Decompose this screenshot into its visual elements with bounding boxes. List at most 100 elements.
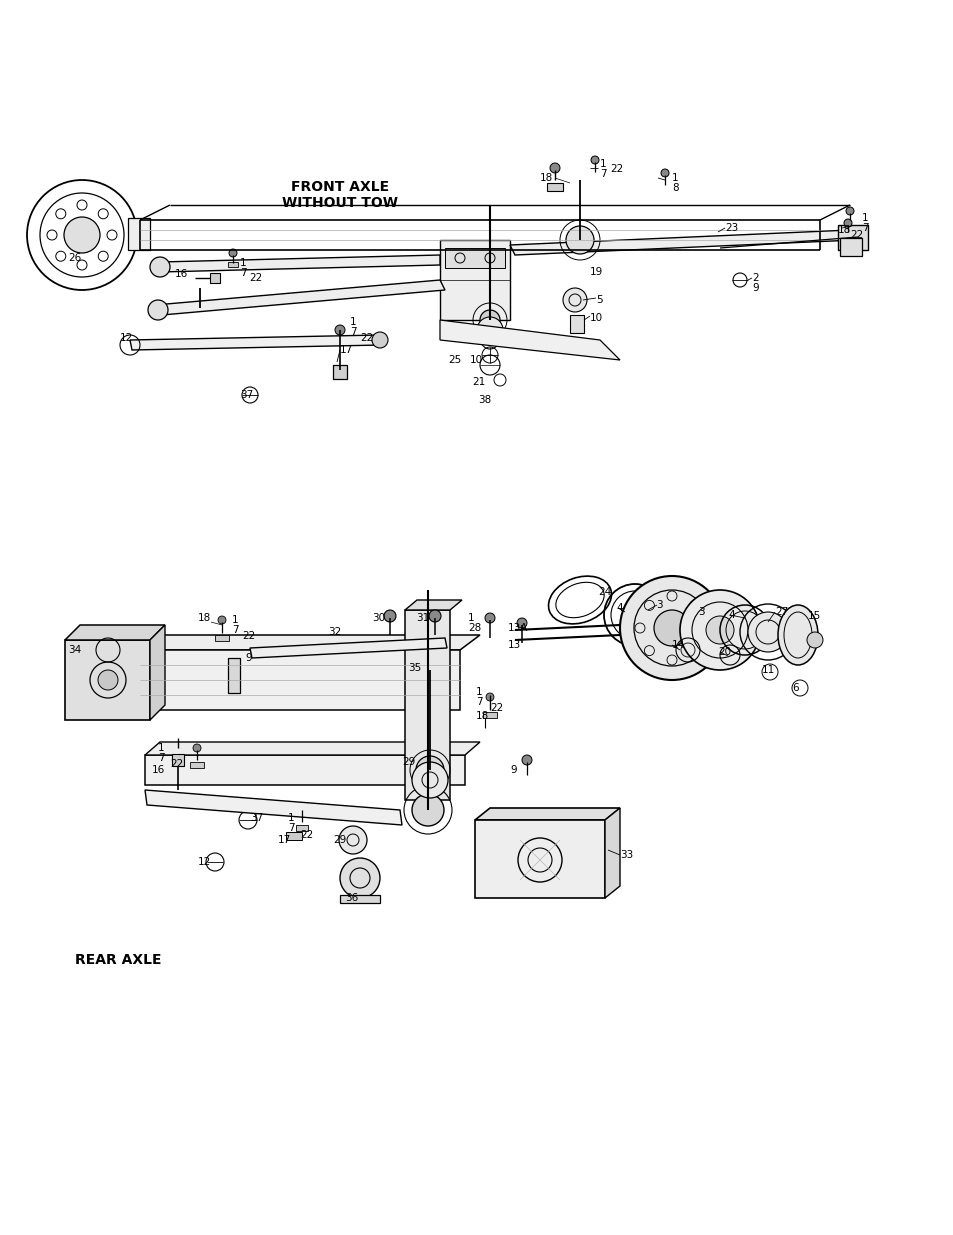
Circle shape (338, 826, 367, 853)
Polygon shape (140, 650, 459, 710)
Text: 2: 2 (751, 273, 758, 283)
Circle shape (98, 671, 118, 690)
Text: 22: 22 (170, 760, 183, 769)
Text: 1: 1 (862, 212, 868, 224)
Text: 26: 26 (68, 253, 81, 263)
Circle shape (372, 332, 388, 348)
Text: 18: 18 (539, 173, 553, 183)
Polygon shape (510, 230, 854, 254)
Circle shape (64, 217, 100, 253)
Text: 22: 22 (490, 703, 503, 713)
Text: 1: 1 (476, 687, 482, 697)
Text: 1: 1 (671, 173, 678, 183)
Text: 30: 30 (372, 613, 385, 622)
Circle shape (845, 207, 853, 215)
Text: 22: 22 (849, 230, 862, 240)
Circle shape (150, 257, 170, 277)
Bar (439, 240, 510, 320)
Circle shape (843, 219, 851, 227)
Polygon shape (604, 808, 619, 898)
Polygon shape (250, 638, 447, 658)
Bar (172, 755, 184, 766)
Bar (228, 658, 240, 693)
Text: 8: 8 (671, 183, 678, 193)
Text: 1: 1 (350, 317, 356, 327)
Polygon shape (154, 280, 444, 315)
Text: 19: 19 (589, 267, 602, 277)
Text: 3: 3 (698, 606, 704, 618)
Text: 22: 22 (242, 631, 255, 641)
Polygon shape (405, 610, 450, 800)
Text: 9: 9 (510, 764, 517, 776)
Text: 29: 29 (333, 835, 346, 845)
Text: 7: 7 (862, 224, 868, 233)
Polygon shape (65, 625, 165, 640)
Circle shape (654, 610, 689, 646)
Text: 7: 7 (350, 327, 356, 337)
Polygon shape (475, 820, 604, 898)
Text: 7: 7 (599, 169, 606, 179)
Bar (333, 366, 347, 379)
Text: 9: 9 (245, 653, 252, 663)
Text: 10: 10 (470, 354, 482, 366)
Circle shape (412, 762, 448, 798)
Text: 13A: 13A (507, 622, 528, 634)
Circle shape (339, 858, 379, 898)
Text: 22: 22 (359, 333, 373, 343)
Circle shape (416, 756, 443, 784)
Text: 7: 7 (232, 625, 238, 635)
Circle shape (562, 288, 586, 312)
Circle shape (335, 325, 345, 335)
Text: 10: 10 (589, 312, 602, 324)
Text: 12: 12 (120, 333, 133, 343)
Text: FRONT AXLE
WITHOUT TOW: FRONT AXLE WITHOUT TOW (282, 180, 397, 210)
Text: 31: 31 (416, 613, 429, 622)
Text: 9: 9 (751, 283, 758, 293)
Circle shape (476, 317, 502, 343)
Circle shape (484, 613, 495, 622)
Circle shape (550, 163, 559, 173)
Bar (837, 225, 867, 249)
Circle shape (229, 249, 236, 257)
Circle shape (429, 610, 440, 622)
Circle shape (747, 613, 787, 652)
Text: 6: 6 (791, 683, 798, 693)
Text: 37: 37 (250, 813, 263, 823)
Text: 1: 1 (468, 613, 475, 622)
Polygon shape (145, 755, 464, 785)
Text: 7: 7 (240, 268, 247, 278)
Polygon shape (140, 635, 479, 650)
Bar (339, 895, 379, 903)
Text: 16: 16 (174, 269, 188, 279)
Circle shape (565, 226, 594, 254)
Circle shape (806, 632, 822, 648)
Text: 12: 12 (198, 857, 211, 867)
Polygon shape (160, 254, 439, 272)
Circle shape (384, 610, 395, 622)
Text: 27: 27 (774, 606, 787, 618)
Circle shape (619, 576, 723, 680)
Bar (286, 832, 302, 840)
Text: 22: 22 (299, 830, 313, 840)
Text: 16: 16 (152, 764, 165, 776)
Bar (840, 238, 862, 256)
Polygon shape (150, 625, 165, 720)
Text: 28: 28 (468, 622, 480, 634)
Circle shape (297, 804, 306, 811)
Text: 1: 1 (232, 615, 238, 625)
Text: 17: 17 (277, 835, 291, 845)
Text: 23: 23 (724, 224, 738, 233)
Text: 20: 20 (718, 647, 730, 657)
Circle shape (193, 743, 201, 752)
Text: 34: 34 (68, 645, 81, 655)
Text: 14: 14 (671, 640, 684, 650)
Text: 13: 13 (507, 640, 520, 650)
Text: 18: 18 (476, 711, 489, 721)
Text: REAR AXLE: REAR AXLE (75, 953, 161, 967)
Circle shape (485, 693, 494, 701)
Text: 7: 7 (476, 697, 482, 706)
Text: 21: 21 (472, 377, 485, 387)
Text: 4: 4 (727, 610, 734, 620)
Circle shape (679, 590, 760, 671)
Text: 3: 3 (656, 600, 662, 610)
